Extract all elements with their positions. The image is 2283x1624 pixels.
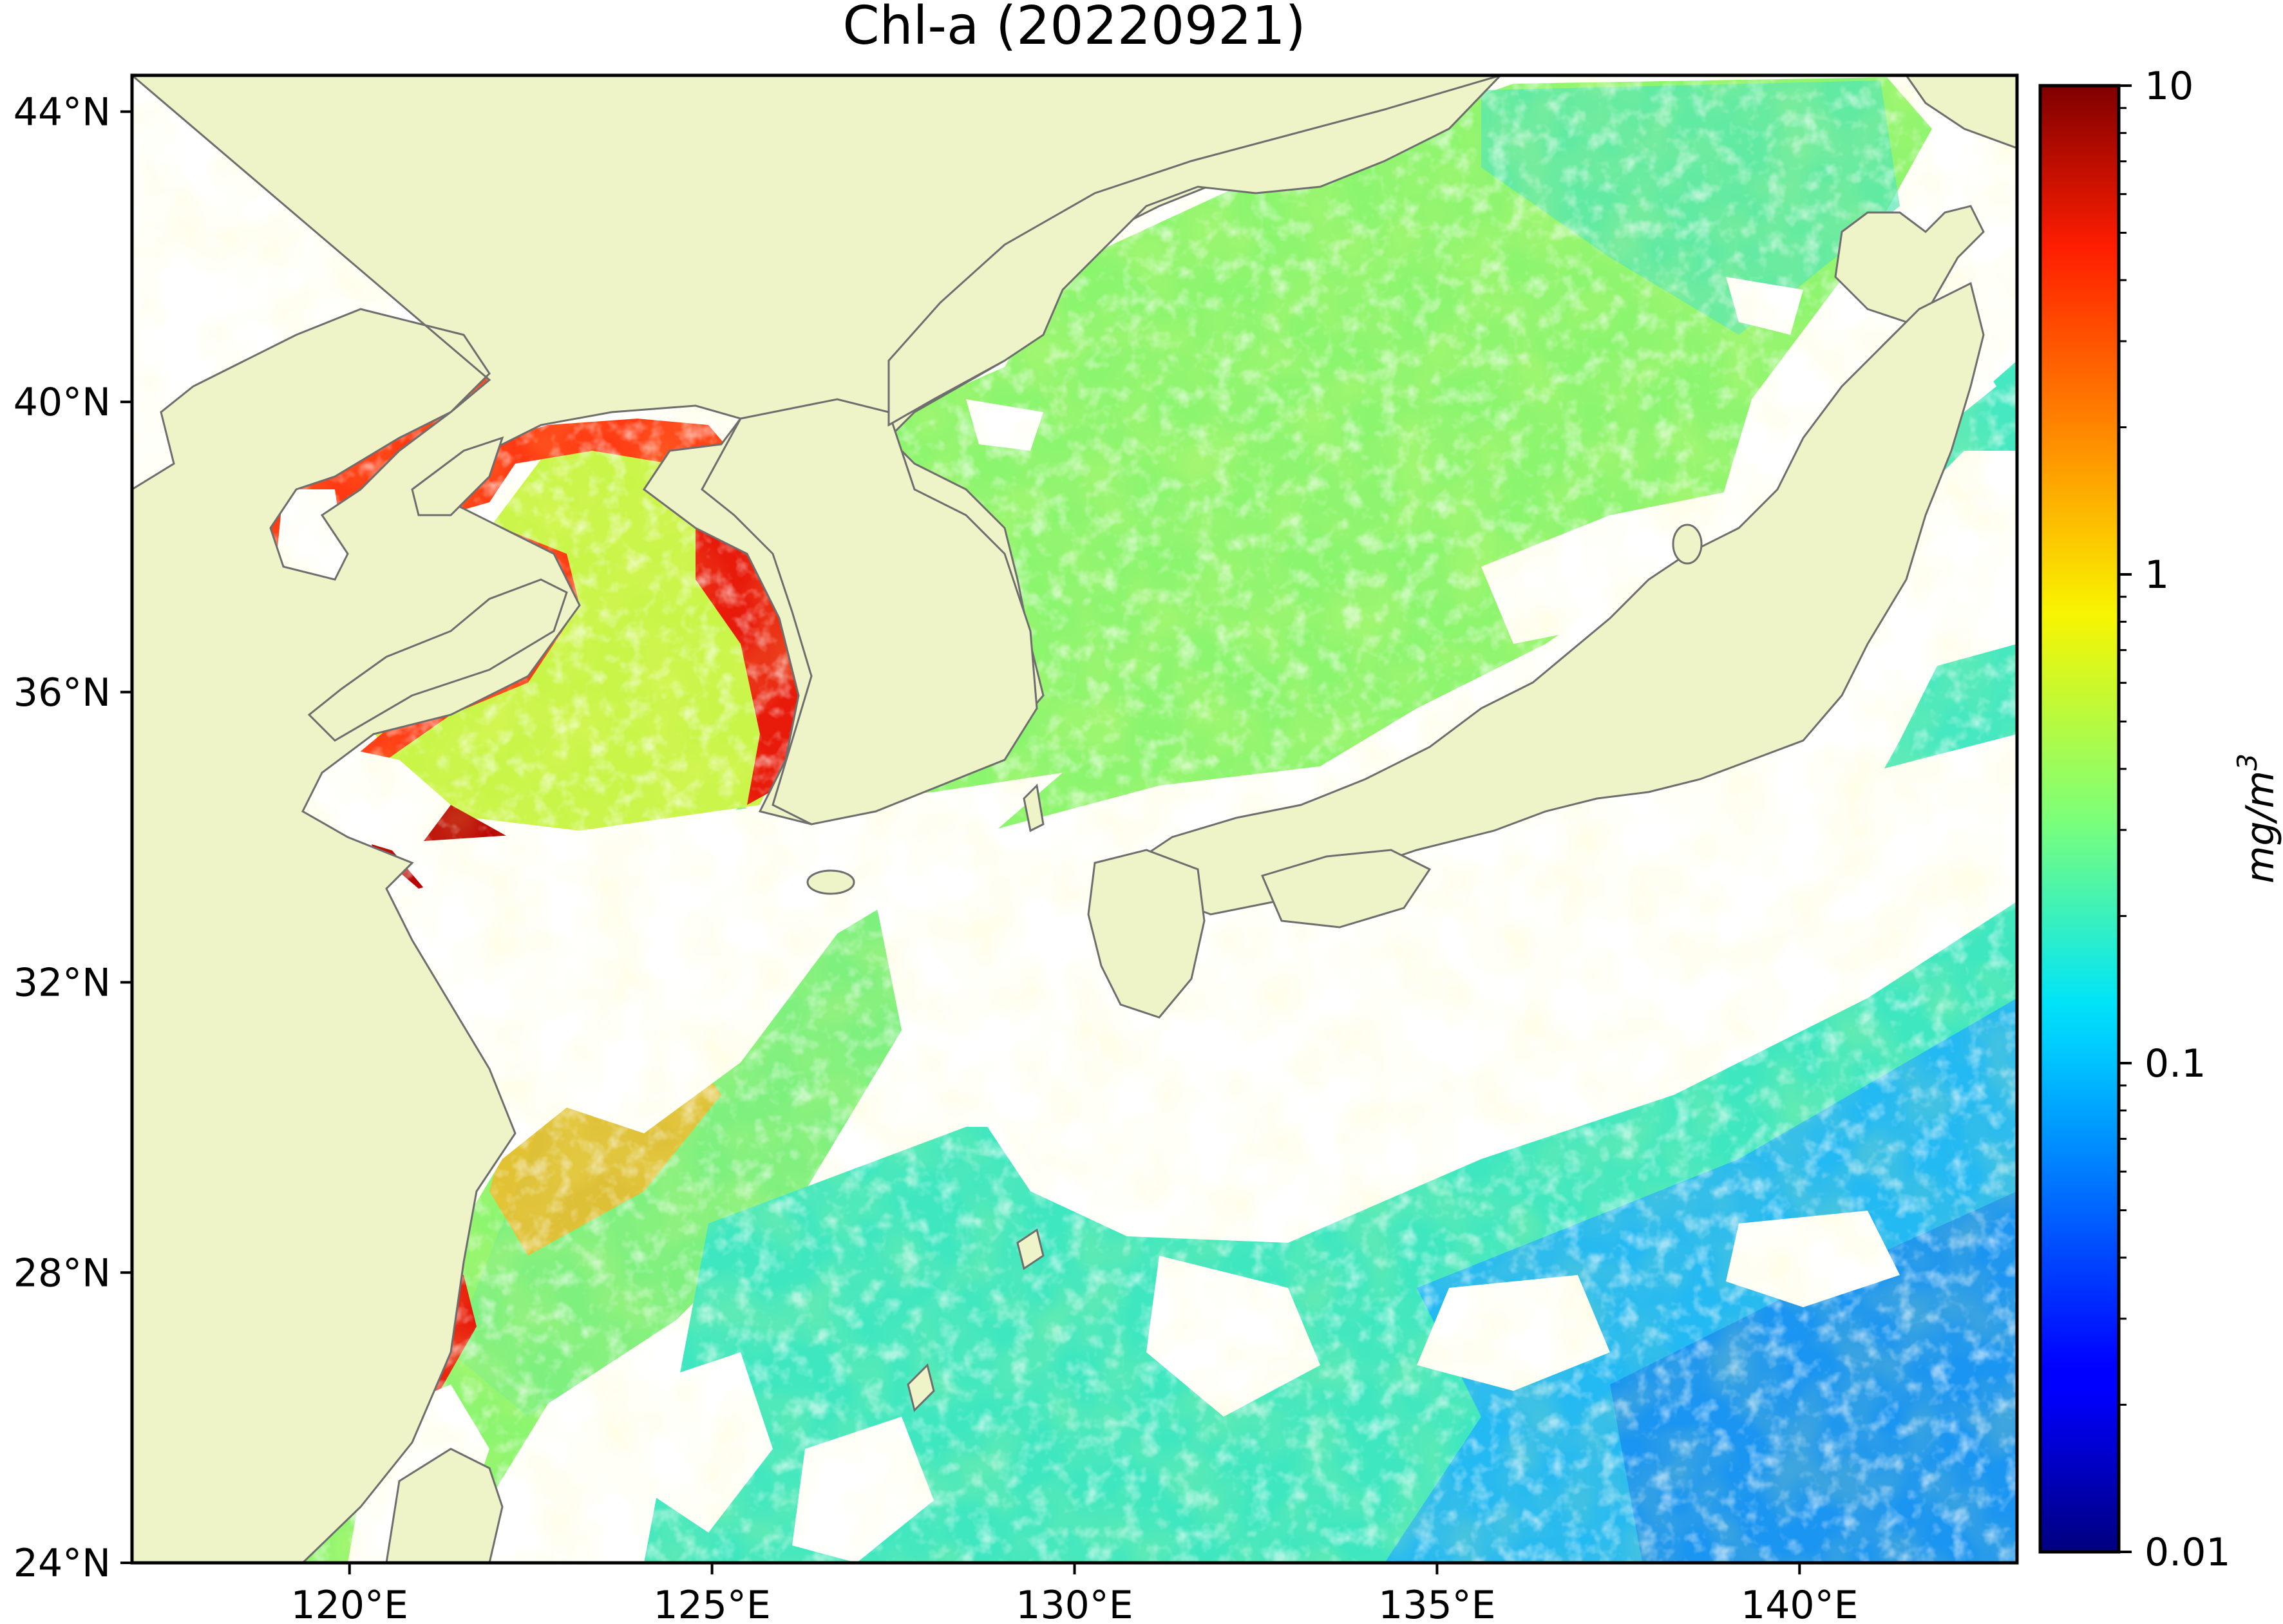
y-tick-label: 40°N <box>14 380 111 425</box>
x-tick-label: 125°E <box>653 1583 770 1624</box>
land-sakhalin <box>1905 75 2017 149</box>
colorbar-tick-label: 0.01 <box>2145 1530 2231 1575</box>
colorbar-frame <box>2038 84 2121 1554</box>
colorbar-unit: mg/m <box>2238 771 2283 883</box>
map-area <box>132 75 2017 1563</box>
x-axis: 120°E 125°E 130°E 135°E 140°E <box>291 1563 1858 1624</box>
map-title: Chl-a (20220921) <box>842 0 1305 57</box>
x-tick-label: 140°E <box>1741 1583 1858 1624</box>
x-tick-label: 130°E <box>1016 1583 1133 1624</box>
colorbar-ticks: 10 1 0.1 0.01 <box>2119 64 2231 1575</box>
colorbar-tick-label: 10 <box>2145 64 2193 109</box>
land-russia-far-east <box>887 75 1502 427</box>
x-tick-label: 120°E <box>291 1583 408 1624</box>
colorbar-label: mg/m3 <box>2231 753 2283 883</box>
x-tick-label: 135°E <box>1378 1583 1495 1624</box>
land-liaodong <box>411 436 504 516</box>
land-tsushima <box>1023 783 1045 833</box>
colorbar-tick-label: 0.1 <box>2145 1041 2206 1086</box>
y-tick-label: 24°N <box>14 1541 111 1586</box>
colorbar-gradient <box>2040 86 2119 1552</box>
land-jeju <box>806 869 855 895</box>
colorbar: 10 1 0.1 0.01 mg/m3 <box>2038 64 2283 1575</box>
land-shikoku <box>1260 849 1432 929</box>
y-tick-label: 44°N <box>14 90 111 135</box>
land-amami <box>1016 1228 1045 1270</box>
colorbar-tick-label: 1 <box>2145 552 2169 598</box>
y-tick-label: 32°N <box>14 961 111 1006</box>
y-tick-label: 36°N <box>14 670 111 715</box>
y-axis: 44°N 40°N 36°N 32°N 28°N 24°N <box>14 90 132 1586</box>
land-shandong <box>307 578 568 742</box>
land-korea <box>701 398 1038 826</box>
land-taiwan <box>385 1448 504 1563</box>
y-tick-label: 28°N <box>14 1251 111 1296</box>
land-sado <box>1672 524 1703 565</box>
colorbar-unit-superscript: 3 <box>2231 753 2263 771</box>
land <box>132 75 2017 1563</box>
land-okinawa <box>907 1363 935 1412</box>
land-honshu <box>1132 281 1985 916</box>
land-kyushu <box>1087 849 1206 1019</box>
